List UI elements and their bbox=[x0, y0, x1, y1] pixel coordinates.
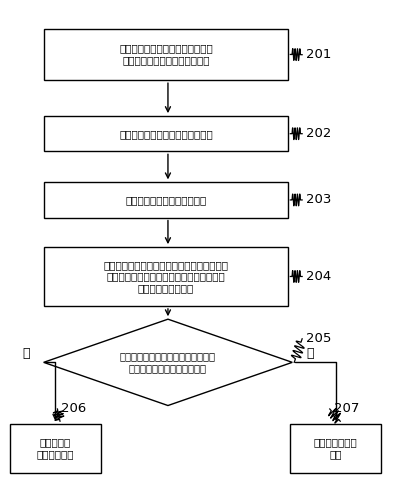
Text: 201: 201 bbox=[306, 48, 331, 61]
Text: 206: 206 bbox=[61, 403, 87, 416]
FancyBboxPatch shape bbox=[44, 247, 288, 306]
Text: 不发送睡眠异常
提醒: 不发送睡眠异常 提醒 bbox=[314, 438, 357, 459]
FancyBboxPatch shape bbox=[44, 29, 288, 80]
Text: 202: 202 bbox=[306, 127, 331, 140]
Text: 向手机发送
睡眠异常提醒: 向手机发送 睡眠异常提醒 bbox=[37, 438, 74, 459]
Text: 服务器将手机预设标准温度信息与袜千测量温
度信息进行对比，确定手机预设标准温度与
袜千测量温度的差值: 服务器将手机预设标准温度信息与袜千测量温 度信息进行对比，确定手机预设标准温度与… bbox=[104, 260, 229, 293]
Text: 服务器判断预设标准温度与测量温度
的差值是否超过预报温度阈值: 服务器判断预设标准温度与测量温度 的差值是否超过预报温度阈值 bbox=[120, 352, 216, 373]
Text: 服务器获取袜千测量温度信息: 服务器获取袜千测量温度信息 bbox=[125, 195, 207, 205]
Text: 204: 204 bbox=[306, 270, 331, 283]
Text: 205: 205 bbox=[306, 332, 331, 345]
FancyBboxPatch shape bbox=[44, 116, 288, 151]
FancyBboxPatch shape bbox=[290, 424, 381, 473]
Text: 207: 207 bbox=[334, 403, 359, 416]
FancyBboxPatch shape bbox=[10, 424, 101, 473]
Text: 服务器获取手机预设标准温度信息: 服务器获取手机预设标准温度信息 bbox=[119, 129, 213, 139]
Text: 203: 203 bbox=[306, 194, 331, 207]
Text: 服务器获取袜千位置信息，向手机
提供当地天气预报参考温度信息: 服务器获取袜千位置信息，向手机 提供当地天气预报参考温度信息 bbox=[119, 43, 213, 65]
Polygon shape bbox=[44, 319, 292, 406]
Text: 否: 否 bbox=[306, 347, 314, 360]
Text: 是: 是 bbox=[22, 347, 30, 360]
FancyBboxPatch shape bbox=[44, 182, 288, 218]
